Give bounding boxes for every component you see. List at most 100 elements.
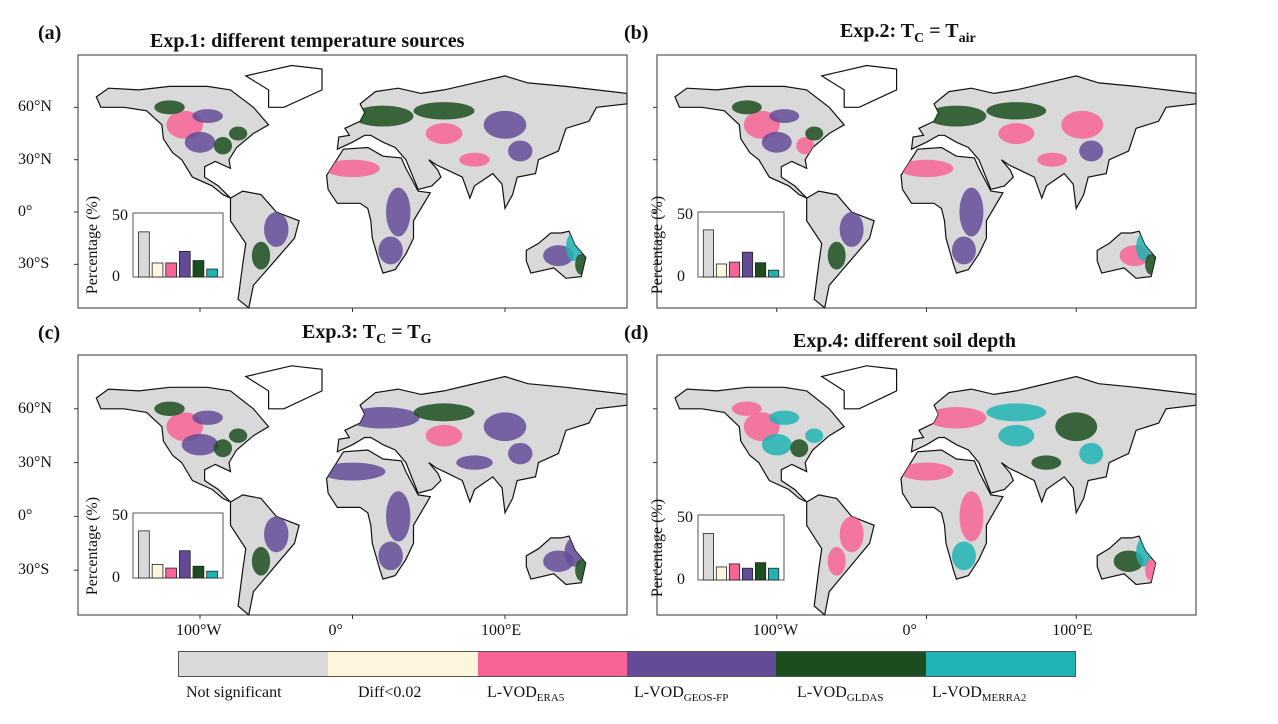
title-segment: Exp.3: T [302,321,377,343]
patch [251,241,271,270]
lat-tick-label: 60°N [18,399,52,417]
inset-bar-chart-d [697,514,785,581]
patch [839,516,864,553]
patch [1061,110,1104,139]
bar-l-vod-merra2 [768,269,780,278]
patch [1145,559,1158,581]
bar-l-vod-geos-fp [179,550,191,579]
patch [761,433,792,456]
panel-title-d: Exp.4: different soil depth [793,330,1016,352]
patch [508,140,533,162]
patch [761,131,792,153]
significance-patches [154,100,588,275]
lon-tick-label: 100°E [481,622,522,639]
legend-label-text: L-VOD [487,684,537,701]
lon-tick-label: 0° [902,622,917,639]
legend-label-text: L-VOD [932,684,982,701]
patch [228,428,248,443]
patch [986,102,1047,120]
patch [459,152,490,167]
legend-label: Not significant [186,684,282,702]
landmass-greenland [244,365,323,410]
patch [154,401,185,416]
bar-l-vod-gldas [754,262,767,278]
significance-patches [731,100,1158,275]
patch [386,491,411,542]
legend-label-subscript: GEOS-FP [683,692,729,704]
title-segment: air [958,31,976,46]
panel-label-b: (b) [624,22,649,44]
legend-label: L-VODGLDAS [797,684,883,707]
patch [483,412,527,442]
lon-tick-label: 100°W [752,622,799,639]
legend-swatch [776,652,926,676]
patch [986,403,1047,422]
patch [1031,455,1062,470]
patch [959,187,984,237]
lon-tick-label: 0° [328,622,343,639]
patch [926,407,987,429]
lat-tick-label: 30°N [18,150,52,168]
patch [425,424,463,447]
patch [769,410,800,425]
patch [1145,253,1158,275]
legend-label-text: L-VOD [634,684,684,701]
legend-label: L-VODERA5 [487,684,564,707]
bar-l-vod-era5 [165,567,177,579]
patch [1079,140,1104,162]
patch [154,100,185,115]
patch [181,433,219,456]
legend-swatch [477,652,627,676]
bar-not-significant [138,231,150,278]
bar-l-vod-era5 [165,262,177,278]
bar-not-significant [138,530,150,579]
legend-label-subscript: GLDAS [846,692,884,704]
patch [378,541,403,571]
patch [926,105,987,127]
bar-l-vod-merra2 [206,570,218,579]
patch [264,516,289,553]
patch [731,401,762,416]
patch [378,236,403,265]
inset-ylabel: Percentage (%) [649,498,666,597]
patch [228,126,248,141]
bar-diff-0-02 [151,563,164,579]
inset-ylabel: Percentage (%) [84,496,101,595]
map-panel-d [653,354,1197,619]
landmass-north-america [674,85,846,199]
patch [998,424,1035,447]
bar-l-vod-gldas [754,562,767,581]
inset-ytick-label: 50 [677,509,693,526]
patch [951,541,976,571]
landmass-africa [325,449,432,580]
patch [790,439,809,458]
patch [769,109,800,124]
legend-label-text: Diff<0.02 [358,684,422,701]
bar-l-vod-geos-fp [741,567,754,581]
lat-tick-label: 30°N [18,453,52,471]
legend-label: L-VODMERRA2 [932,684,1026,707]
bar-l-vod-era5 [728,563,741,581]
patch [827,546,846,576]
bar-not-significant [702,533,714,581]
legend-label-subscript: ERA5 [536,692,565,704]
inset-ytick-label: 50 [677,206,693,223]
patch [899,159,954,178]
legend-swatch [328,652,478,676]
patch [951,236,976,265]
patch [213,137,233,155]
patch [251,546,271,576]
title-segment: C [914,31,925,46]
patch [805,428,824,443]
panel-title-a: Exp.1: different temperature sources [150,30,464,52]
patch [386,187,411,237]
patch [543,245,574,267]
bar-diff-0-02 [715,566,728,581]
map-panel-b [653,54,1197,312]
significance-patches [731,401,1158,581]
inset-ytick-label: 0 [112,569,120,586]
inset-ytick-label: 0 [677,268,685,285]
patch [325,159,380,178]
inset-ytick-label: 0 [677,571,685,588]
